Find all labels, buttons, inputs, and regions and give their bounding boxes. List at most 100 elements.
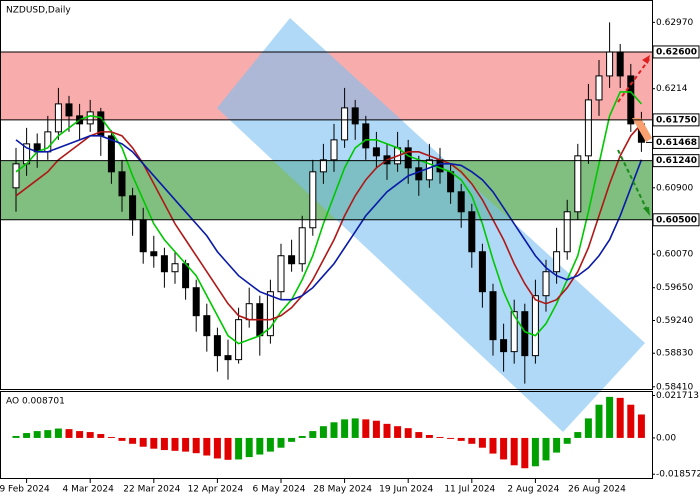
ao-bar bbox=[447, 437, 455, 439]
ao-bar bbox=[298, 435, 306, 438]
candle-body bbox=[553, 251, 561, 273]
ao-bar bbox=[139, 437, 147, 447]
candle-body bbox=[298, 227, 306, 265]
ao-bar bbox=[478, 437, 486, 448]
up-arrow-head bbox=[642, 55, 650, 64]
candle-body bbox=[86, 111, 94, 125]
ao-bar bbox=[563, 437, 571, 444]
candle-body bbox=[574, 155, 582, 213]
ao-bar bbox=[97, 434, 105, 438]
candle-body bbox=[425, 159, 433, 181]
candle-body bbox=[150, 251, 158, 257]
candle-body bbox=[372, 147, 380, 157]
ao-bar bbox=[44, 430, 52, 438]
candle-body bbox=[203, 315, 211, 337]
x-tick-label: 9 Feb 2024 bbox=[0, 485, 50, 495]
ao-bar bbox=[627, 404, 635, 438]
candle-body bbox=[362, 123, 370, 149]
ao-bar bbox=[23, 433, 31, 438]
ao-bar bbox=[404, 428, 412, 438]
candle-body bbox=[457, 191, 465, 213]
y-tick-label: 0.59240 bbox=[656, 316, 693, 326]
ao-bar bbox=[266, 437, 274, 452]
level-label-box bbox=[652, 45, 700, 59]
ao-bar bbox=[606, 396, 614, 438]
ao-bar bbox=[542, 437, 550, 461]
candle-body bbox=[288, 255, 296, 265]
price-panel-frame bbox=[0, 0, 653, 390]
ao-bar bbox=[436, 436, 444, 438]
ao-bar bbox=[489, 437, 497, 454]
candle-body bbox=[266, 291, 274, 337]
ao-bar bbox=[637, 414, 645, 438]
ao-bar bbox=[510, 437, 518, 466]
ao-bar bbox=[468, 437, 476, 444]
ao-bar bbox=[553, 437, 561, 453]
level-label: 0.62600 bbox=[656, 47, 697, 57]
level-label: 0.61750 bbox=[656, 115, 697, 125]
moving-average bbox=[15, 135, 643, 301]
ao-bar bbox=[182, 437, 190, 452]
candle-body bbox=[139, 219, 147, 253]
candle-body bbox=[213, 335, 221, 357]
candle-body bbox=[510, 311, 518, 353]
ao-bar bbox=[245, 437, 253, 458]
candle-body bbox=[616, 51, 624, 77]
ao-bar bbox=[33, 431, 41, 438]
ao-bar bbox=[129, 437, 137, 444]
ao-bar bbox=[574, 432, 582, 438]
ao-bar bbox=[160, 437, 168, 451]
x-tick-label: 26 Aug 2024 bbox=[568, 485, 626, 495]
candle-body bbox=[606, 51, 614, 77]
ao-bar bbox=[394, 426, 402, 438]
candle-body bbox=[330, 139, 338, 161]
y-tick-label: 0.60070 bbox=[656, 250, 693, 260]
candle-body bbox=[160, 255, 168, 273]
candle-body bbox=[447, 171, 455, 193]
candle-body bbox=[351, 107, 359, 125]
ao-bar bbox=[213, 437, 221, 459]
level-label-box bbox=[652, 213, 700, 227]
candle-body bbox=[107, 135, 115, 173]
level-label-box bbox=[652, 154, 700, 168]
ao-bar bbox=[425, 435, 433, 438]
ao-bar bbox=[319, 426, 327, 438]
candle-body bbox=[500, 339, 508, 353]
ao-bar bbox=[150, 437, 158, 449]
candle-body bbox=[118, 171, 126, 197]
candle-body bbox=[595, 75, 603, 101]
x-tick-label: 28 May 2024 bbox=[313, 485, 372, 495]
y-tick-label: 0.58410 bbox=[656, 382, 693, 392]
projection-arrow bbox=[632, 118, 652, 142]
ao-bar bbox=[86, 432, 94, 438]
x-tick-label: 22 Mar 2024 bbox=[123, 485, 180, 495]
ao-bar bbox=[277, 437, 285, 448]
ao-bar bbox=[171, 437, 179, 451]
ao-bar bbox=[457, 437, 465, 441]
moving-average bbox=[15, 91, 642, 345]
ao-bar bbox=[362, 419, 370, 438]
candle-body bbox=[309, 171, 317, 229]
down-arrow-head bbox=[643, 207, 650, 216]
y-tick-label: 0.59650 bbox=[656, 283, 693, 293]
candle-body bbox=[542, 271, 550, 297]
candle-body bbox=[12, 163, 20, 189]
candle-body bbox=[245, 303, 253, 321]
x-tick-label: 6 May 2024 bbox=[253, 485, 306, 495]
candle-body bbox=[404, 147, 412, 169]
candle-body bbox=[171, 263, 179, 273]
candle-body bbox=[521, 311, 529, 357]
ao-bar bbox=[415, 432, 423, 438]
candle-body bbox=[129, 195, 137, 221]
candle-body bbox=[627, 75, 635, 125]
y-tick-label: 0.021713 bbox=[656, 391, 699, 401]
moving-average bbox=[15, 123, 642, 321]
candle-body bbox=[235, 319, 243, 361]
x-tick-label: 11 Jul 2024 bbox=[444, 485, 495, 495]
candle-body bbox=[224, 355, 232, 361]
ao-bar bbox=[531, 437, 539, 467]
ao-bar bbox=[224, 437, 232, 460]
ao-bar bbox=[235, 437, 243, 460]
x-tick-label: 12 Apr 2024 bbox=[188, 485, 244, 495]
